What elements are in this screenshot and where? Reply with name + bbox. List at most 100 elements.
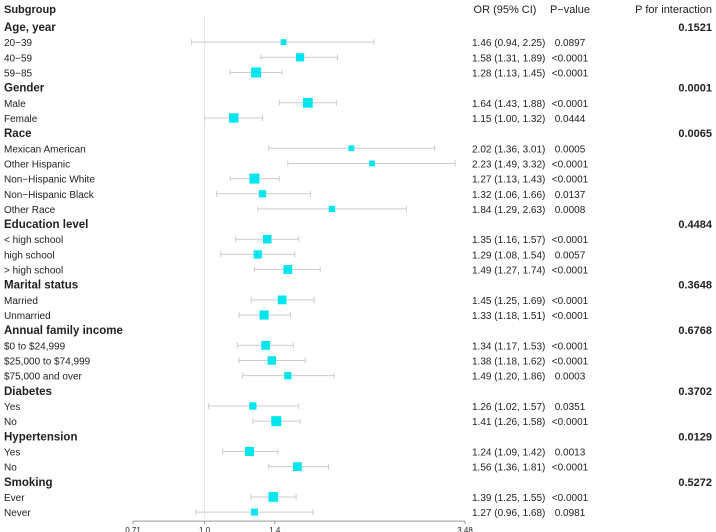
or-marker (229, 113, 239, 123)
p-interaction: 0.3702 (678, 386, 712, 398)
x-tick-label: 1.0 (199, 526, 211, 532)
p-value: <0.0001 (552, 235, 589, 246)
p-value: <0.0001 (552, 159, 589, 170)
or-marker (259, 310, 269, 320)
or-ci-text: 1.35 (1.16, 1.57) (472, 235, 545, 246)
subgroup-label: Female (4, 114, 38, 125)
header-p-value: P−value (550, 4, 590, 16)
p-value: 0.0897 (555, 38, 586, 49)
or-marker (251, 67, 262, 78)
subgroup-label: Yes (4, 402, 20, 413)
or-ci-text: 1.49 (1.27, 1.74) (472, 266, 545, 277)
p-value: 0.0444 (555, 114, 586, 125)
or-marker (250, 508, 258, 516)
group-label: Age, year (4, 22, 56, 34)
or-marker (249, 173, 260, 184)
or-ci-text: 1.45 (1.25, 1.69) (472, 296, 545, 307)
or-marker (267, 356, 277, 365)
or-ci-text: 1.28 (1.13, 1.45) (472, 68, 545, 79)
p-interaction: 0.0065 (678, 128, 712, 140)
or-ci-text: 1.58 (1.31, 1.89) (472, 53, 545, 64)
or-ci-text: 1.34 (1.17, 1.53) (472, 341, 545, 352)
header-or: OR (95% CI) (474, 4, 537, 16)
header-subgroup: Subgroup (4, 4, 56, 16)
p-value: 0.0057 (555, 250, 586, 261)
or-ci-text: 1.27 (1.13, 1.43) (472, 175, 545, 186)
or-ci-text: 1.29 (1.08, 1.54) (472, 250, 545, 261)
or-ci-text: 2.02 (1.36, 3.01) (472, 144, 545, 155)
subgroup-label: Non−Hispanic Black (4, 190, 95, 201)
p-value: 0.0137 (555, 190, 586, 201)
or-marker (303, 97, 313, 108)
subgroup-label: 40−59 (4, 53, 33, 64)
subgroup-label: Male (4, 99, 26, 110)
p-interaction: 0.1521 (678, 22, 712, 34)
subgroup-label: Mexican American (4, 144, 86, 155)
or-marker (283, 265, 293, 274)
or-ci-text: 1.38 (1.18, 1.62) (472, 357, 545, 368)
subgroup-label: Non−Hispanic White (4, 175, 95, 186)
or-marker (369, 160, 375, 167)
subgroup-label: Other Hispanic (4, 159, 70, 170)
p-value: 0.0005 (555, 144, 586, 155)
or-marker (277, 295, 287, 305)
or-ci-text: 1.27 (0.96, 1.68) (472, 508, 545, 519)
subgroup-label: > high school (4, 266, 63, 277)
or-marker (284, 372, 292, 380)
p-interaction: 0.3648 (678, 280, 712, 292)
group-label: Hypertension (4, 431, 78, 443)
p-value: 0.0351 (555, 402, 586, 413)
header-p-interaction: P for interaction (635, 4, 712, 16)
or-ci-text: 1.49 (1.20, 1.86) (472, 372, 545, 383)
group-label: Diabetes (4, 386, 52, 398)
subgroup-label: Yes (4, 447, 20, 458)
or-marker (244, 446, 255, 457)
or-marker (280, 39, 287, 46)
p-value: <0.0001 (552, 68, 589, 79)
or-marker (348, 145, 355, 152)
p-interaction: 0.0129 (678, 431, 712, 443)
subgroup-label: Married (4, 296, 38, 307)
or-ci-text: 1.41 (1.26, 1.58) (472, 417, 545, 428)
p-interaction: 0.6768 (678, 325, 712, 337)
p-value: <0.0001 (552, 417, 589, 428)
or-ci-text: 1.56 (1.36, 1.81) (472, 463, 545, 474)
p-value: <0.0001 (552, 311, 589, 322)
p-value: 0.0981 (555, 508, 586, 519)
subgroup-label: Other Race (4, 205, 56, 216)
p-value: <0.0001 (552, 53, 589, 64)
p-value: <0.0001 (552, 175, 589, 186)
group-label: Smoking (4, 477, 53, 489)
subgroup-label: No (4, 417, 17, 428)
p-value: <0.0001 (552, 463, 589, 474)
or-ci-text: 1.39 (1.25, 1.55) (472, 493, 545, 504)
or-ci-text: 2.23 (1.49, 3.32) (472, 159, 545, 170)
x-tick-label: 3.48 (457, 526, 473, 532)
group-label: Marital status (4, 280, 78, 292)
x-tick-label: 1.4 (269, 526, 281, 532)
p-interaction: 0.5272 (678, 477, 712, 489)
subgroup-label: < high school (4, 235, 63, 246)
p-value: 0.0013 (555, 447, 586, 458)
subgroup-label: 59−85 (4, 68, 33, 79)
group-label: Gender (4, 83, 45, 95)
or-ci-text: 1.15 (1.00, 1.32) (472, 114, 545, 125)
or-ci-text: 1.64 (1.43, 1.88) (472, 99, 545, 110)
group-label: Annual family income (4, 325, 123, 337)
subgroup-label: $25,000 to $74,999 (4, 357, 91, 368)
p-value: 0.0008 (555, 205, 586, 216)
p-interaction: 0.4484 (678, 219, 713, 231)
subgroup-label: 20−39 (4, 38, 33, 49)
or-marker (261, 340, 271, 350)
group-label: Race (4, 128, 32, 140)
or-marker (253, 250, 262, 259)
or-marker (293, 462, 302, 472)
p-value: <0.0001 (552, 357, 589, 368)
or-ci-text: 1.26 (1.02, 1.57) (472, 402, 545, 413)
subgroup-label: Ever (4, 493, 25, 504)
or-ci-text: 1.33 (1.18, 1.51) (472, 311, 545, 322)
subgroup-label: Unmarried (4, 311, 51, 322)
or-marker (249, 402, 257, 410)
